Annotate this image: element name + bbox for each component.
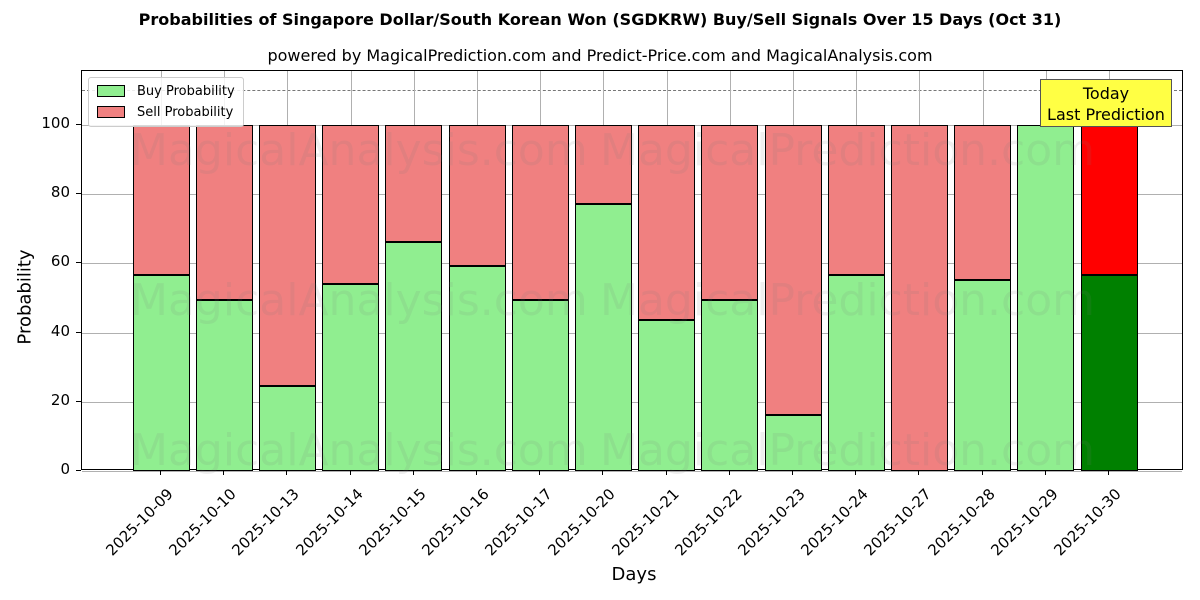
bar-buy (638, 320, 696, 471)
y-tick-label: 100 (41, 114, 70, 132)
x-tick-mark (918, 470, 920, 475)
gridline-h (82, 125, 1182, 126)
bar-sell (511, 125, 569, 301)
x-tick-mark (539, 470, 541, 475)
bar-buy (385, 241, 443, 471)
bar-sell (195, 125, 253, 301)
x-tick-mark (855, 470, 857, 475)
bar-sell (890, 125, 948, 471)
bar-sell (954, 125, 1012, 280)
y-tick-mark (76, 400, 81, 402)
annotation-line-2: Last Prediction (1047, 105, 1165, 124)
bar-sell (827, 125, 885, 276)
x-tick-mark (728, 470, 730, 475)
bar-buy (195, 300, 253, 471)
legend-label-buy: Buy Probability (137, 83, 235, 99)
y-tick-label: 40 (50, 321, 70, 340)
y-tick-mark (76, 470, 81, 471)
bar-sell (638, 125, 696, 321)
y-tick-label: 80 (50, 183, 70, 202)
buy-swatch-icon (97, 85, 125, 97)
bar-sell (385, 125, 443, 242)
bar-buy (764, 414, 822, 471)
bar-buy (574, 203, 632, 471)
bar-buy (511, 300, 569, 471)
x-axis-label: Days (611, 564, 657, 585)
x-tick-mark (1108, 470, 1109, 475)
x-tick-mark (476, 470, 477, 475)
plot-area (81, 70, 1183, 472)
y-tick-label: 60 (50, 252, 70, 271)
y-tick-mark (76, 262, 81, 264)
gridline-h (82, 194, 1182, 196)
legend-item-sell: Sell Probability (97, 104, 233, 120)
y-tick-label: 20 (50, 390, 70, 409)
y-tick-mark (76, 193, 81, 195)
legend-label-sell: Sell Probability (137, 104, 234, 120)
bar-sell (322, 125, 380, 285)
annotation-line-1: Today (1082, 84, 1130, 103)
x-tick-mark (223, 470, 225, 475)
bar-buy (258, 385, 316, 471)
legend: Buy Probability Sell Probability (88, 77, 244, 127)
legend-item-buy: Buy Probability (97, 83, 235, 99)
bar-buy (954, 280, 1012, 471)
bar-sell (132, 125, 190, 276)
gridline-h (82, 471, 1182, 472)
bar-sell (574, 125, 632, 204)
bar-sell (1080, 125, 1138, 276)
x-tick-mark (1044, 470, 1046, 475)
chart-title: Probabilities of Singapore Dollar/South … (138, 10, 1062, 29)
bar-buy (827, 275, 885, 471)
gridline-h (82, 401, 1182, 403)
bar-buy (132, 275, 190, 471)
x-tick-mark (665, 470, 667, 475)
gridline-h (82, 332, 1182, 334)
x-tick-mark (160, 470, 161, 475)
x-tick-mark (602, 470, 604, 475)
chart-subtitle: powered by MagicalPrediction.com and Pre… (267, 46, 933, 65)
bar-buy (322, 284, 380, 471)
bar-sell (448, 125, 506, 267)
x-tick-mark (981, 470, 983, 475)
x-tick-mark (412, 470, 414, 475)
y-tick-mark (76, 331, 81, 333)
today-annotation: Today Last Prediction (1040, 79, 1172, 127)
bar-buy (1017, 125, 1075, 471)
bar-buy (701, 300, 759, 471)
y-tick-mark (76, 124, 81, 125)
sell-swatch-icon (97, 106, 125, 118)
x-tick-mark (286, 470, 288, 475)
bar-sell (764, 125, 822, 415)
reference-line (82, 90, 1182, 91)
bar-sell (258, 125, 316, 386)
gridline-h (82, 263, 1182, 265)
bar-sell (701, 125, 759, 301)
x-tick-mark (792, 470, 793, 475)
x-tick-mark (349, 470, 351, 475)
bar-buy (448, 266, 506, 471)
y-tick-label: 0 (60, 460, 70, 478)
bar-buy (1080, 275, 1138, 471)
